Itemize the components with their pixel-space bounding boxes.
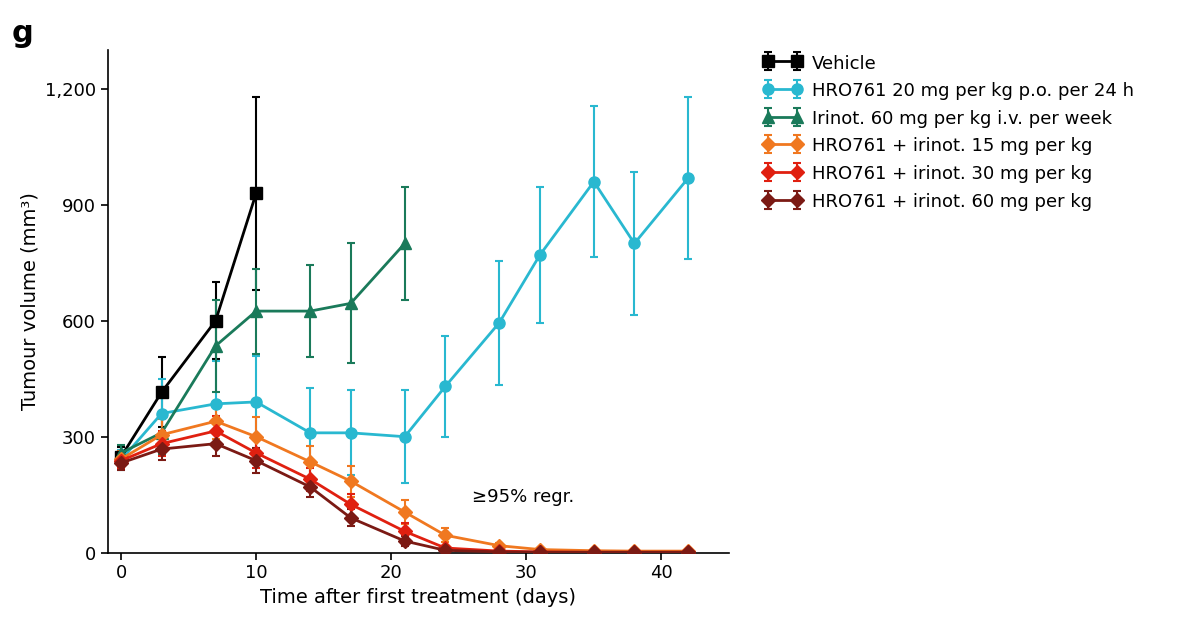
Text: ≥95% regr.: ≥95% regr. [472, 487, 575, 506]
Text: g: g [12, 19, 33, 48]
Legend: Vehicle, HRO761 20 mg per kg p.o. per 24 h, Irinot. 60 mg per kg i.v. per week, : Vehicle, HRO761 20 mg per kg p.o. per 24… [762, 54, 1134, 211]
Y-axis label: Tumour volume (mm³): Tumour volume (mm³) [20, 193, 39, 410]
X-axis label: Time after first treatment (days): Time after first treatment (days) [261, 588, 576, 607]
